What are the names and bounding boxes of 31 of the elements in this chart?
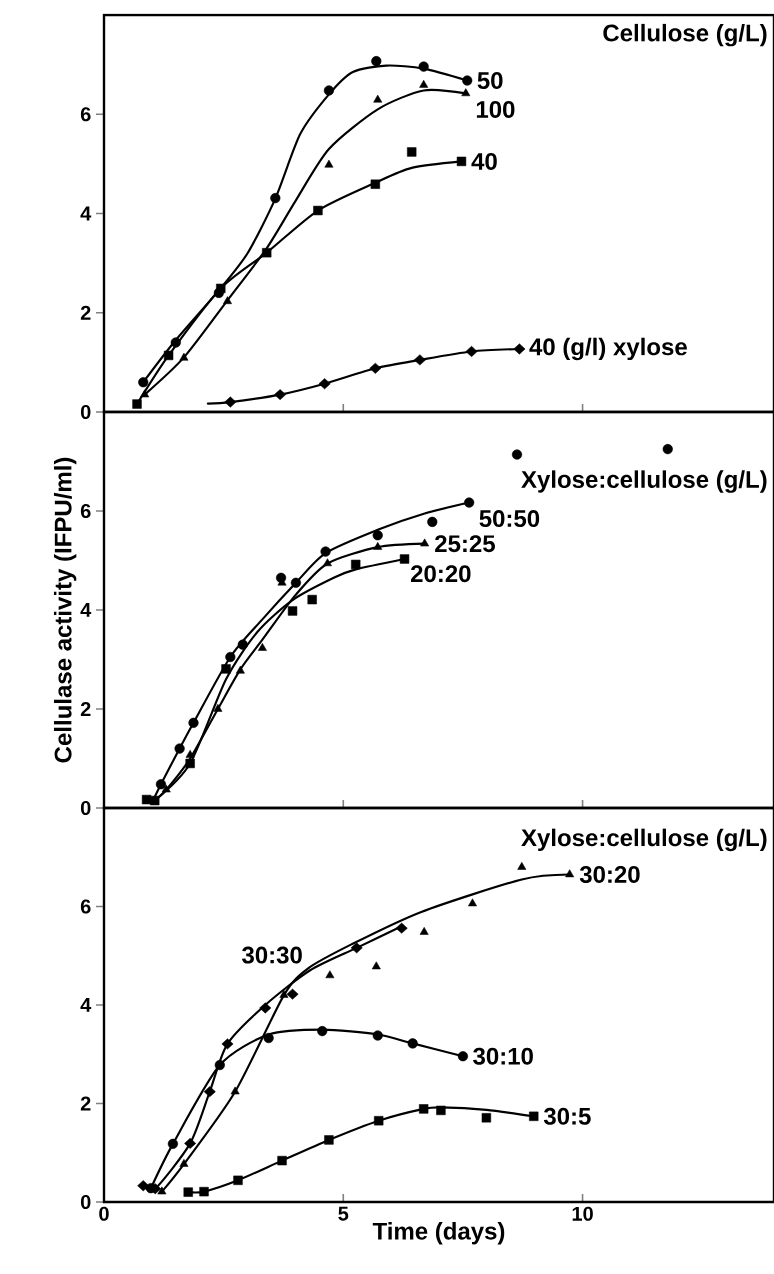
y-tick-label: 2 (80, 305, 91, 320)
text: Xylose:cellulose (g/L) (521, 470, 767, 493)
series-label: 40 (g/l) xylose (529, 337, 687, 361)
series-label: 30:30 (242, 946, 302, 964)
series-label: 40 (471, 152, 497, 170)
y-tick-label: 6 (80, 503, 91, 519)
series-label: 100 (476, 100, 515, 118)
series-label: 50:50 (479, 510, 540, 528)
y-tick-label: 2 (80, 1096, 91, 1111)
y-tick-label: 4 (80, 206, 92, 221)
x-axis-title: Time (days) (372, 1222, 505, 1245)
y-tick-label: 6 (80, 107, 91, 122)
series-label: 50 (477, 72, 503, 89)
y-tick-label: 0 (80, 1194, 91, 1210)
y-tick-label: 0 (80, 800, 91, 816)
x-tick-label: 10 (572, 1206, 593, 1221)
y-tick-label: 4 (80, 998, 92, 1012)
series-label: 30:20 (579, 865, 640, 883)
y-tick-label: 0 (80, 404, 91, 420)
series-label: 20:20 (410, 565, 471, 583)
y-tick-label: 6 (80, 899, 91, 914)
y-tick-label: 4 (80, 603, 92, 617)
x-tick-label: 0 (99, 1206, 109, 1221)
series-label: 30:5 (543, 1107, 591, 1125)
series-label: 25:25 (435, 535, 495, 553)
y-tick-label: 2 (80, 702, 91, 716)
x-tick-label: 5 (338, 1206, 349, 1221)
series-label: 30:10 (473, 1047, 533, 1065)
chart-title: Cellulose (g/L) (603, 23, 767, 47)
text: Xylose:cellulose (g/L) (521, 828, 767, 852)
y-axis-title: Cellulase activity (IFPU/ml) (53, 457, 77, 763)
